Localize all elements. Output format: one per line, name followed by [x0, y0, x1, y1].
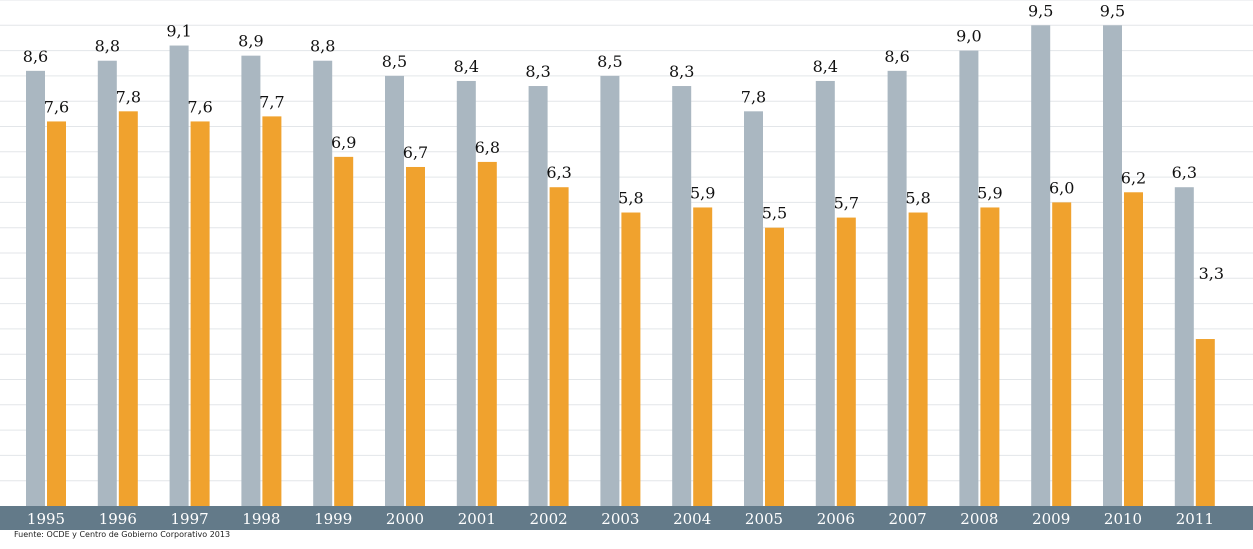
- data-label-series-1: 9,0: [956, 27, 981, 46]
- bar-series-2: [477, 161, 497, 507]
- x-tick-label: 1995: [27, 510, 65, 528]
- x-tick-label: 2001: [458, 510, 496, 528]
- x-tick-label: 2005: [745, 510, 783, 528]
- data-label-series-2: 5,9: [690, 183, 715, 202]
- bar-series-1: [241, 55, 261, 506]
- x-tick-label: 2006: [817, 510, 855, 528]
- x-axis-band: [0, 506, 1253, 530]
- bar-series-2: [621, 212, 641, 506]
- bar-series-1: [600, 75, 620, 507]
- data-label-series-1: 9,5: [1100, 1, 1125, 20]
- bar-series-1: [887, 70, 907, 506]
- data-labels: 8,6 7,6 8,8 7,8 9,1 7,6 8,9 7,7 8,8 6,9 8,5 6,7 8,4 6…: [23, 1, 1224, 283]
- data-label-series-1: 8,4: [813, 57, 838, 76]
- data-label-series-2: 6,2: [1121, 168, 1146, 187]
- bar-series-1: [456, 80, 476, 507]
- data-label-series-1: 8,6: [884, 47, 909, 66]
- data-label-series-2: 6,8: [475, 138, 500, 157]
- data-label-series-2: 6,0: [1049, 178, 1074, 197]
- x-tick-label: 2000: [386, 510, 424, 528]
- x-tick-label: 1996: [99, 510, 137, 528]
- bar-series-1: [815, 80, 835, 507]
- bar-series-2: [836, 217, 856, 506]
- data-label-series-1: 8,5: [597, 52, 622, 71]
- bar-series-2: [406, 166, 425, 507]
- data-label-series-1: 9,1: [166, 22, 191, 41]
- bar-series-2: [118, 111, 138, 506]
- data-label-series-2: 7,8: [116, 87, 141, 106]
- bar-series-2: [980, 207, 1000, 506]
- bar-series-2: [1052, 202, 1072, 506]
- bar-series-1: [97, 60, 117, 506]
- data-label-series-2: 5,8: [618, 189, 643, 208]
- bar-series-1: [672, 86, 692, 507]
- data-label-series-1: 8,5: [382, 52, 407, 71]
- x-tick-label: 2003: [601, 510, 639, 528]
- bar-series-1: [1103, 25, 1122, 507]
- data-label-series-2: 3,3: [1199, 264, 1224, 283]
- bar-series-2: [262, 116, 282, 506]
- data-label-series-2: 7,7: [259, 92, 284, 111]
- data-label-series-1: 8,6: [23, 47, 48, 66]
- data-label-series-1: 7,8: [741, 87, 766, 106]
- data-label-series-1: 8,3: [669, 62, 694, 81]
- x-tick-label: 2002: [530, 510, 568, 528]
- x-tick-label: 2010: [1104, 510, 1142, 528]
- x-tick-label: 2011: [1176, 510, 1214, 528]
- bar-series-2: [47, 121, 66, 506]
- x-tick-label: 2007: [889, 510, 927, 528]
- bar-series-2: [549, 187, 569, 506]
- data-label-series-1: 8,3: [525, 62, 550, 81]
- bar-series-2: [334, 156, 354, 507]
- data-label-series-1: 8,8: [95, 37, 120, 56]
- data-label-series-1: 9,5: [1028, 1, 1053, 20]
- x-tick-label: 1998: [242, 510, 280, 528]
- bar-series-1: [959, 50, 979, 506]
- x-tick-label: 2008: [960, 510, 998, 528]
- data-label-series-2: 6,3: [546, 163, 571, 182]
- bar-series-1: [744, 111, 763, 506]
- bar-series-2: [908, 212, 928, 506]
- bars-group: [26, 25, 1215, 507]
- bar-series-2: [1195, 339, 1215, 506]
- data-label-series-1: 6,3: [1172, 163, 1197, 182]
- bar-series-2: [693, 207, 713, 506]
- x-tick-label: 1999: [314, 510, 352, 528]
- bar-series-1: [169, 45, 189, 506]
- bar-series-2: [1124, 192, 1143, 506]
- x-axis-ticks: 1995 1996 1997 1998 1999 2000 2001 2002 2003 2004…: [27, 510, 1214, 528]
- bar-series-1: [313, 60, 333, 506]
- data-label-series-2: 5,8: [905, 189, 930, 208]
- bar-series-1: [1174, 187, 1194, 506]
- data-label-series-2: 6,9: [331, 133, 356, 152]
- bar-series-1: [385, 75, 404, 507]
- x-tick-label: 2009: [1032, 510, 1070, 528]
- x-tick-label: 2004: [673, 510, 711, 528]
- data-label-series-2: 7,6: [44, 97, 69, 116]
- data-label-series-1: 8,8: [310, 37, 335, 56]
- bar-series-1: [1031, 25, 1051, 507]
- x-tick-label: 1997: [171, 510, 209, 528]
- bar-series-2: [765, 227, 784, 506]
- data-label-series-2: 5,7: [834, 194, 859, 213]
- data-label-series-2: 5,9: [977, 183, 1002, 202]
- data-label-series-1: 8,9: [238, 32, 263, 51]
- data-label-series-2: 5,5: [762, 204, 787, 223]
- source-note: Fuente: OCDE y Centro de Gobierno Corpor…: [14, 530, 231, 539]
- bar-series-1: [528, 86, 548, 507]
- data-label-series-1: 8,4: [454, 57, 479, 76]
- data-label-series-2: 6,7: [403, 143, 428, 162]
- bar-series-2: [190, 121, 210, 506]
- data-label-series-2: 7,6: [187, 97, 212, 116]
- bar-series-1: [26, 70, 45, 506]
